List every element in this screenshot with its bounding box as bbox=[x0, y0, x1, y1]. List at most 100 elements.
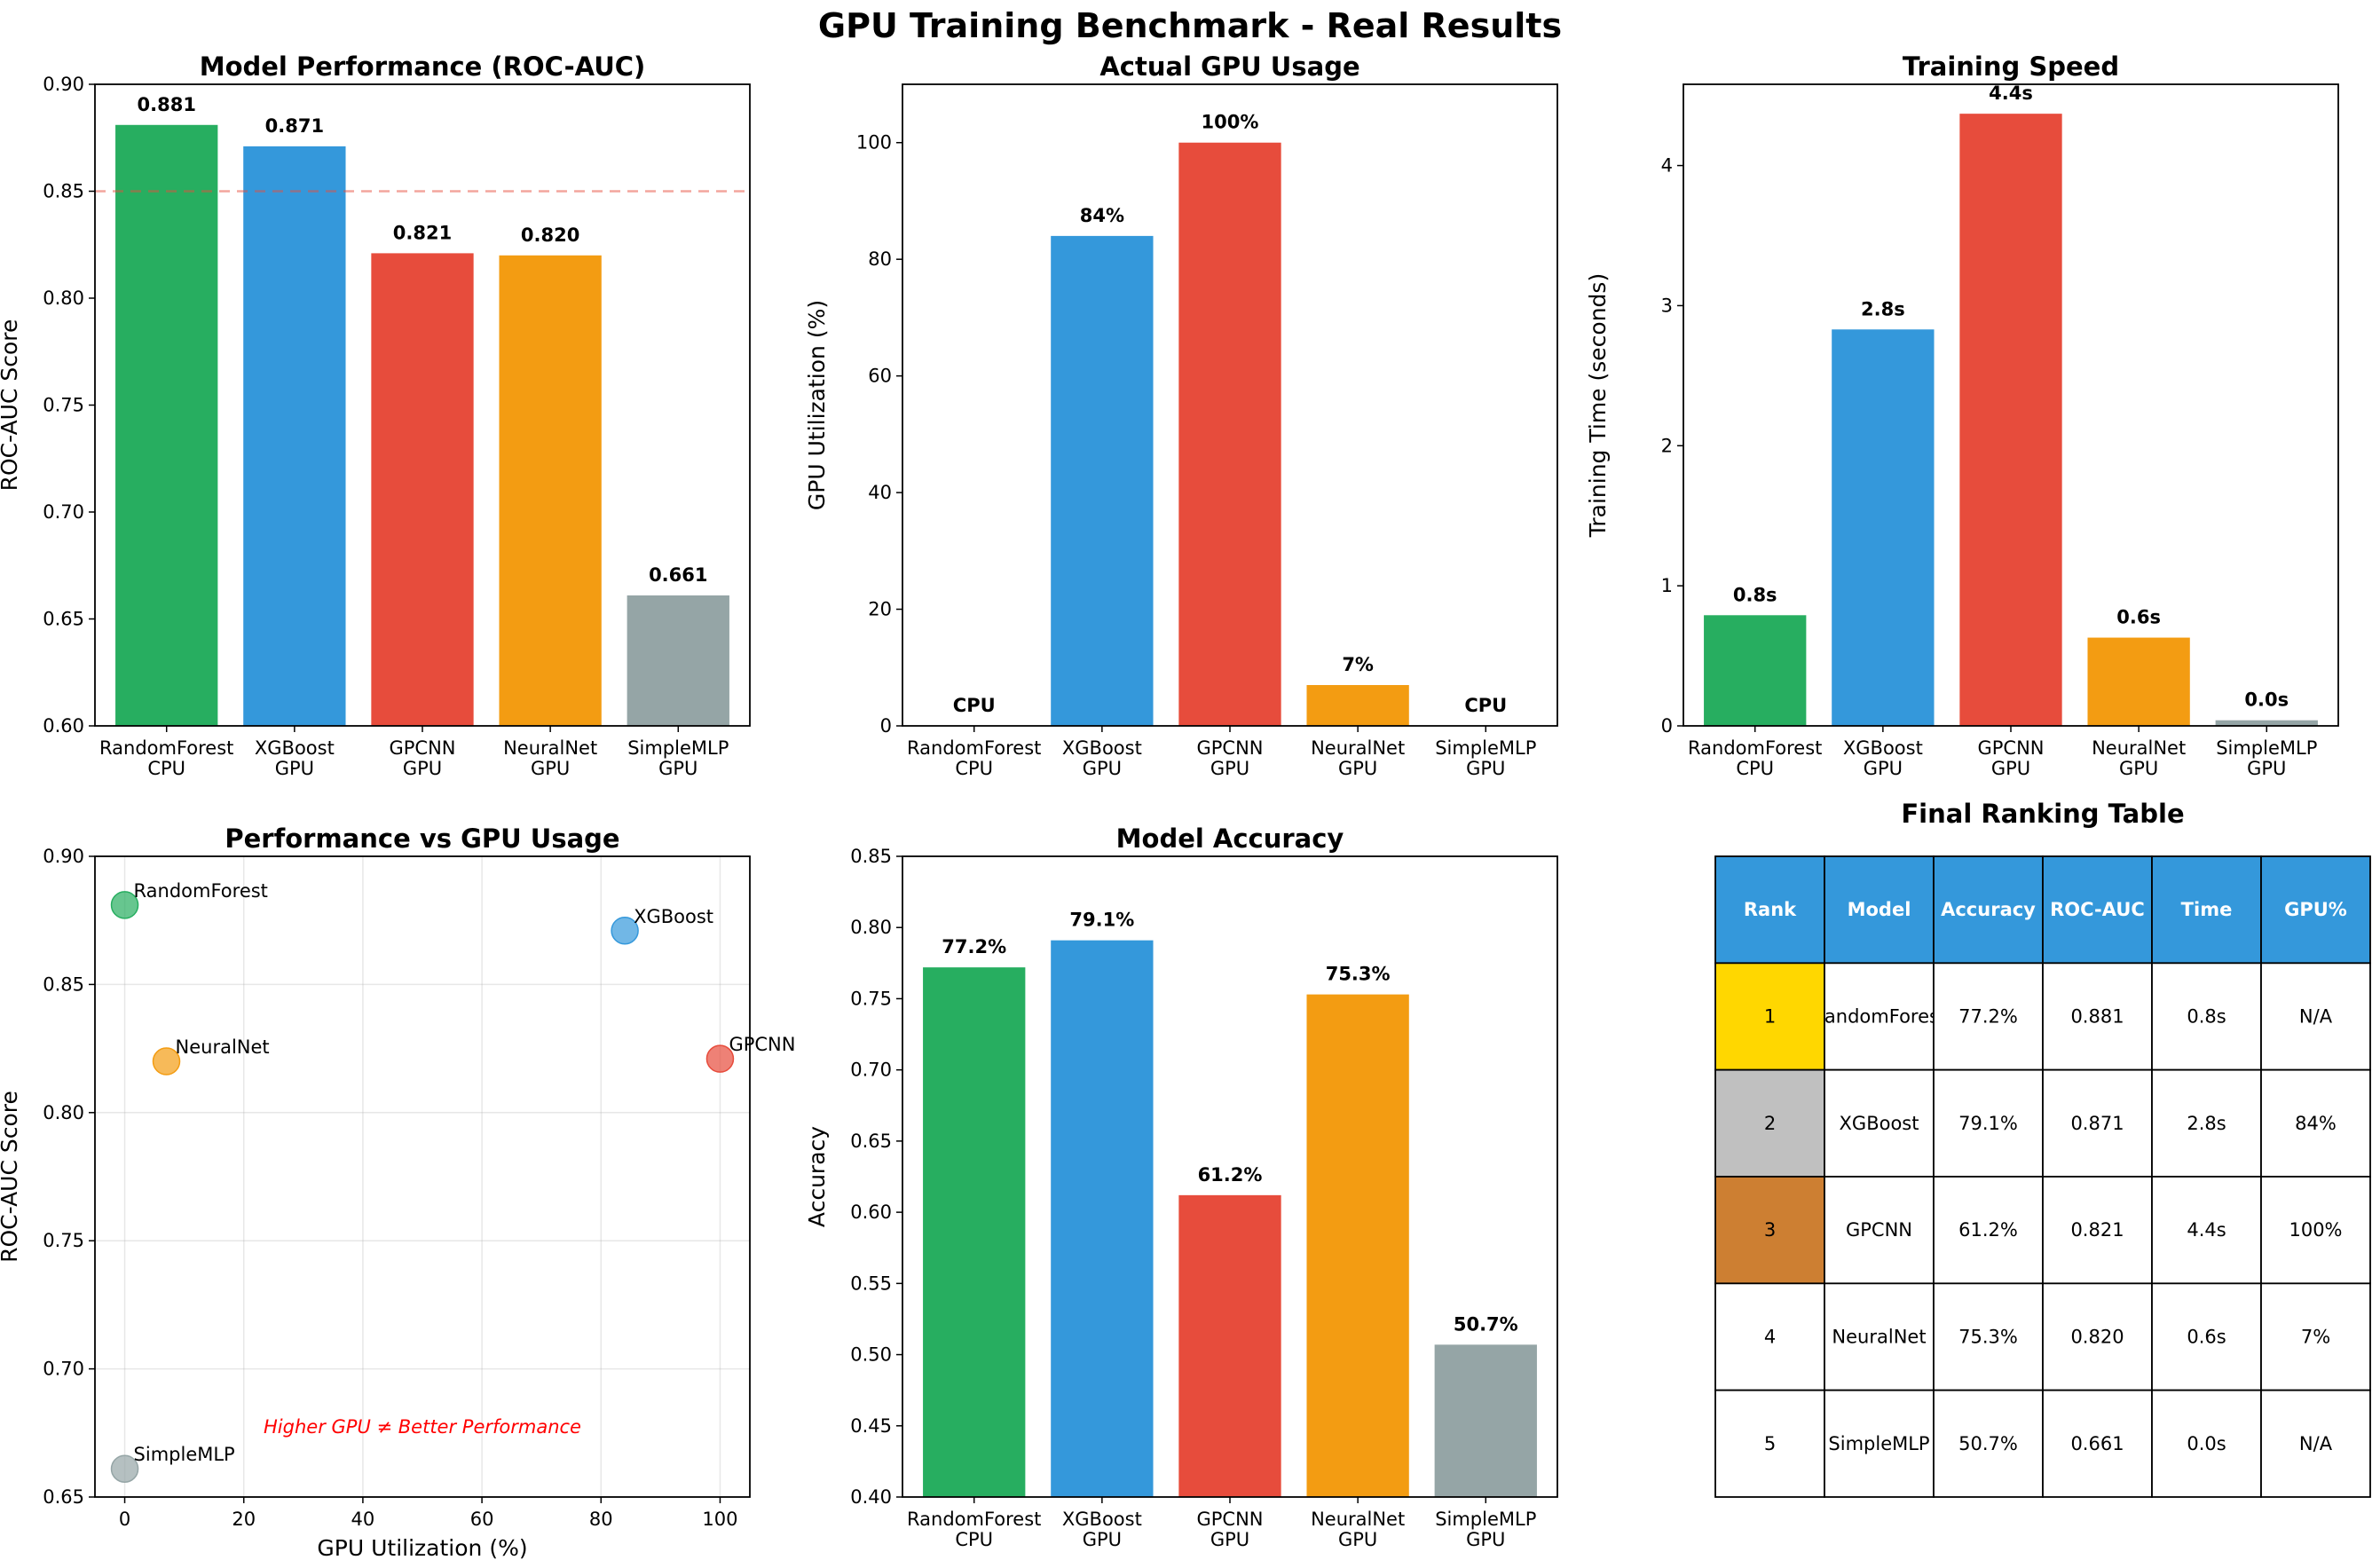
chart4-point bbox=[705, 1044, 735, 1073]
chart5-xtick-label: SimpleMLP bbox=[1435, 1509, 1536, 1530]
chart3-ylabel: Training Time (seconds) bbox=[1585, 273, 1611, 538]
chart6-cell bbox=[1824, 1282, 1935, 1391]
chart3-xtick-label: NeuralNet bbox=[2092, 737, 2186, 759]
chart6-cell-text: 0.821 bbox=[2070, 1219, 2124, 1241]
chart4-ytick-label: 0.65 bbox=[43, 1486, 84, 1508]
chart-panel-3: 0.8sRandomForestCPU2.8sXGBoostGPU4.4sGPC… bbox=[1585, 51, 2339, 779]
chart2-xtick-label: XGBoost bbox=[1062, 737, 1142, 759]
chart6-header-cell bbox=[1933, 855, 2044, 965]
chart2-value-label: CPU bbox=[1464, 695, 1507, 716]
chart2-xtick-label: GPU bbox=[1083, 758, 1122, 779]
chart2-bar bbox=[1051, 235, 1154, 727]
chart3-bar bbox=[2087, 637, 2190, 726]
chart6-cell bbox=[2151, 1068, 2262, 1178]
chart4-point-label: GPCNN bbox=[729, 1034, 795, 1055]
chart5-title: Model Accuracy bbox=[1116, 823, 1344, 854]
chart-panel-2: CPURandomForestCPU84%XGBoostGPU100%GPCNN… bbox=[804, 51, 1558, 779]
chart3-bar bbox=[1959, 114, 2062, 727]
chart6-cell bbox=[2260, 1176, 2371, 1285]
chart6-cell bbox=[1714, 962, 1825, 1071]
chart4-point-label: XGBoost bbox=[634, 906, 713, 927]
chart2-xtick-label: RandomForest bbox=[907, 737, 1041, 759]
chart1-ytick-label: 0.80 bbox=[43, 288, 84, 309]
chart6-cell bbox=[1824, 1068, 1935, 1178]
chart6-cell bbox=[1714, 1389, 1825, 1498]
chart5-xtick-label: GPU bbox=[1338, 1529, 1377, 1550]
chart2-xtick-label: GPU bbox=[1338, 758, 1377, 779]
chart1-xtick-label: GPU bbox=[403, 758, 442, 779]
chart6-cell bbox=[1933, 1282, 2044, 1391]
chart4-ytick-label: 0.85 bbox=[43, 973, 84, 995]
chart1-value-label: 0.821 bbox=[393, 222, 452, 243]
chart6-cell bbox=[2260, 1068, 2371, 1178]
chart1-xtick-label: GPCNN bbox=[389, 737, 455, 759]
chart3-title: Training Speed bbox=[1903, 51, 2119, 82]
chart5-axes-frame bbox=[902, 855, 1558, 1498]
chart6-cell-text: 0.0s bbox=[2187, 1433, 2226, 1454]
chart6-cell-text: GPCNN bbox=[1846, 1219, 1912, 1241]
chart6-cell bbox=[1933, 1389, 2044, 1498]
chart5-value-label: 61.2% bbox=[1198, 1164, 1263, 1186]
chart1-xtick-label: NeuralNet bbox=[503, 737, 597, 759]
chart6-cell-text: 0.881 bbox=[2070, 1006, 2124, 1028]
chart3-xtick-label: GPU bbox=[1991, 758, 2030, 779]
chart1-xtick-label: XGBoost bbox=[255, 737, 335, 759]
chart6-header-cell bbox=[1824, 855, 1935, 965]
chart1-xtick-label: GPU bbox=[658, 758, 697, 779]
chart6-cell-text: 5 bbox=[1764, 1433, 1776, 1454]
chart1-title: Model Performance (ROC-AUC) bbox=[200, 51, 646, 82]
chart5-value-label: 50.7% bbox=[1454, 1313, 1518, 1335]
chart5-ylabel: Accuracy bbox=[804, 1126, 830, 1227]
chart3-value-label: 4.4s bbox=[1989, 83, 2033, 104]
chart1-bar bbox=[371, 253, 474, 726]
chart6-cell-text: N/A bbox=[2299, 1433, 2333, 1454]
chart5-xtick-label: GPCNN bbox=[1196, 1509, 1263, 1530]
chart2-value-label: 7% bbox=[1342, 654, 1374, 675]
chart6-cell bbox=[1933, 962, 2044, 1071]
chart2-ytick-label: 100 bbox=[856, 132, 892, 154]
chart1-ytick-label: 0.85 bbox=[43, 181, 84, 202]
chart6-header-cell bbox=[1714, 855, 1825, 965]
chart6-cell bbox=[1714, 1068, 1825, 1178]
chart4-xtick-label: 100 bbox=[702, 1509, 737, 1530]
chart5-ytick-label: 0.65 bbox=[850, 1131, 892, 1152]
chart2-ytick-label: 60 bbox=[868, 366, 892, 387]
chart6-cell-text: 0.8s bbox=[2187, 1006, 2226, 1028]
chart1-xtick-label: SimpleMLP bbox=[627, 737, 729, 759]
chart3-bar bbox=[2215, 720, 2318, 726]
figure-title: GPU Training Benchmark - Real Results bbox=[818, 6, 1562, 45]
chart3-value-label: 0.8s bbox=[1733, 584, 1777, 605]
chart4-title: Performance vs GPU Usage bbox=[225, 823, 619, 854]
chart3-xtick-label: GPU bbox=[1864, 758, 1903, 779]
chart3-value-label: 0.0s bbox=[2244, 689, 2289, 711]
chart-panel-6: Final Ranking Table Rank Model Accuracy ROC-… bbox=[1714, 799, 2371, 1498]
chart5-bar bbox=[1434, 1344, 1537, 1497]
chart4-point-label: SimpleMLP bbox=[134, 1444, 235, 1465]
chart1-bar bbox=[115, 124, 218, 727]
chart2-ytick-label: 0 bbox=[880, 715, 892, 737]
chart4-point-label: RandomForest bbox=[134, 880, 268, 902]
chart6-cell bbox=[2260, 1389, 2371, 1498]
chart4-xtick-label: 60 bbox=[470, 1509, 494, 1530]
chart2-title: Actual GPU Usage bbox=[1099, 51, 1359, 82]
chart2-xtick-label: GPU bbox=[1210, 758, 1249, 779]
chart2-value-label: 100% bbox=[1202, 112, 1259, 133]
chart6-cell-text: 0.6s bbox=[2187, 1327, 2226, 1348]
chart4-point bbox=[611, 917, 639, 945]
chart1-bar bbox=[243, 146, 346, 726]
chart6-cell-text: 4 bbox=[1764, 1327, 1776, 1348]
chart2-xtick-label: CPU bbox=[955, 758, 993, 779]
chart4-ytick-label: 0.80 bbox=[43, 1102, 84, 1123]
chart6-cell-text: 77.2% bbox=[1958, 1006, 2018, 1028]
chart5-bar bbox=[1306, 994, 1409, 1497]
chart2-bar bbox=[1178, 142, 1281, 726]
chart2-xtick-label: SimpleMLP bbox=[1435, 737, 1536, 759]
chart6-title: Final Ranking Table bbox=[1901, 799, 2184, 829]
chart6-cell bbox=[2260, 1282, 2371, 1391]
chart2-value-label: CPU bbox=[953, 695, 996, 716]
chart6-cell-text: 79.1% bbox=[1958, 1113, 2018, 1134]
chart3-xtick-label: XGBoost bbox=[1843, 737, 1923, 759]
chart6-cell-text: 61.2% bbox=[1958, 1219, 2018, 1241]
chart5-xtick-label: CPU bbox=[955, 1529, 993, 1550]
chart6-cell bbox=[2151, 1389, 2262, 1498]
